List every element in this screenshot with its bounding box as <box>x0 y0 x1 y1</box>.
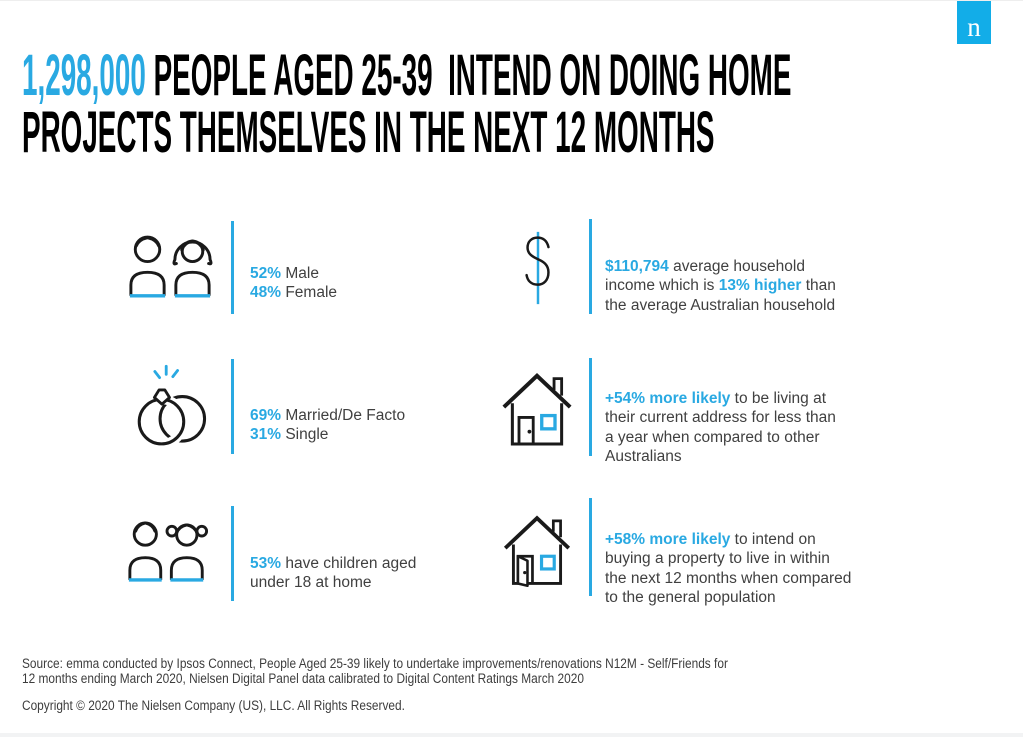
copyright-note: Copyright © 2020 The Nielsen Company (US… <box>22 698 405 713</box>
marital-stat-text: 69% Married/De Facto 31% Single <box>250 406 406 444</box>
source-note: Source: emma conducted by Ipsos Connect,… <box>22 656 728 686</box>
female-percentage: 48% <box>250 284 282 301</box>
divider-line <box>231 221 234 314</box>
nielsen-logo: n <box>957 1 991 44</box>
single-percentage: 31% <box>250 426 282 443</box>
children-percentage: 53% <box>250 554 282 572</box>
gender-stat-text: 52% Male 48% Female <box>250 264 338 302</box>
children-stat-text: 53% have children aged under 18 at home <box>250 554 417 592</box>
male-female-icon <box>126 233 214 303</box>
income-value: $110,794 <box>605 257 669 275</box>
nielsen-logo-letter: n <box>967 11 981 42</box>
buying-likelihood: +58% more likely <box>605 530 731 548</box>
dollar-icon <box>519 230 557 311</box>
headline-line1-rest: PEOPLE AGED 25-39 INTEND ON DOING HOME <box>145 43 792 108</box>
male-percentage: 52% <box>250 264 282 282</box>
income-stat-text: $110,794 average household income which … <box>605 257 836 314</box>
income-higher-percentage: 13% higher <box>718 277 802 294</box>
wedding-rings-icon <box>131 362 209 456</box>
children-icon <box>126 518 209 587</box>
page-title: 1,298,000 PEOPLE AGED 25-39 INTEND ON DO… <box>22 47 791 162</box>
married-percentage: 69% <box>250 406 282 424</box>
address-likelihood: +54% more likely <box>605 389 731 407</box>
headline-line2: PROJECTS THEMSELVES IN THE NEXT 12 MONTH… <box>22 100 715 165</box>
divider-line <box>589 498 592 596</box>
buying-stat-text: +58% more likely to intend on buying a p… <box>605 530 852 607</box>
house-open-door-icon <box>501 510 573 593</box>
address-stat-text: +54% more likely to be living at their c… <box>605 389 836 466</box>
divider-line <box>589 219 592 314</box>
divider-line <box>231 359 234 454</box>
divider-line <box>589 358 592 456</box>
bottom-edge-strip <box>0 733 1023 737</box>
divider-line <box>231 506 234 601</box>
headline-highlight: 1,298,000 <box>22 43 146 108</box>
house-icon <box>501 367 573 454</box>
